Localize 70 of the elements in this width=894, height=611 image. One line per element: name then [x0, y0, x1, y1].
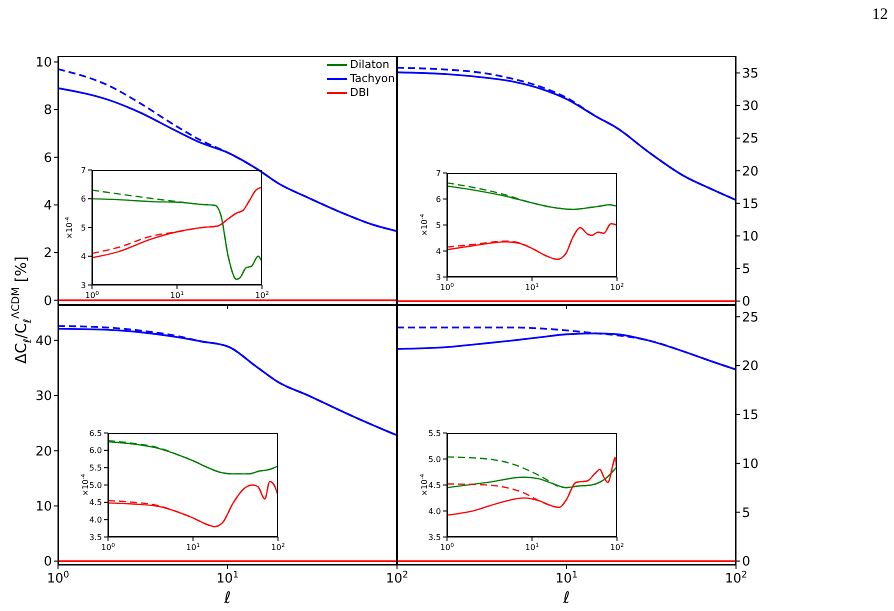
y-tick-label: 8 — [44, 103, 52, 118]
y-tick-label: 4 — [80, 252, 86, 262]
text: 12 — [871, 6, 889, 24]
x-tick-label: 10$^{0}$ — [85, 290, 100, 300]
y-tick-label: 4.0 — [89, 515, 102, 524]
y-tick-label: 7 — [436, 168, 441, 178]
y-tick-label: 6 — [436, 194, 441, 204]
x-tick-label: 10$^{0}$ — [440, 542, 454, 552]
y-tick-label: 7 — [80, 166, 86, 175]
y-tick-label: 10 — [35, 499, 52, 514]
y-tick-label: 5 — [80, 223, 86, 232]
y2-tick-label: 35 — [742, 66, 759, 82]
y-tick-label: 4 — [44, 198, 52, 214]
y-tick-label: 40 — [35, 334, 52, 349]
y2-tick-label: 10 — [742, 456, 759, 472]
y-tick-label: 0 — [44, 294, 52, 309]
y2-tick-label: 25 — [742, 310, 759, 326]
x-tick-label: 10$^{2}$ — [610, 542, 624, 552]
y-tick-label: 4.5 — [89, 498, 102, 508]
y-tick-label: 20 — [35, 444, 52, 460]
x-tick-label: 10$^{1}$ — [555, 570, 578, 587]
x-tick-label: 10$^{2}$ — [610, 282, 624, 292]
x-tick-label: 10$^{0}$ — [101, 542, 116, 552]
y-tick-label: 10 — [35, 56, 52, 71]
y-tick-label: 0 — [44, 554, 52, 570]
x-tick-label: 10$^{1}$ — [170, 290, 184, 300]
y2-tick-label: 0 — [742, 554, 750, 570]
x-tick-label: 10$^{1}$ — [525, 542, 540, 552]
y2-tick-label: 20 — [742, 164, 759, 180]
x-tick-label: 10$^{1}$ — [525, 282, 540, 292]
legend-label: DBI — [350, 86, 370, 100]
y-tick-label: 5.5 — [428, 428, 441, 438]
x-tick-label: 10$^{2}$ — [386, 570, 408, 587]
y2-tick-label: 30 — [742, 99, 759, 114]
x-axis-title: ℓ — [562, 588, 570, 607]
y-tick-label: 4.0 — [428, 506, 441, 516]
y2-tick-label: 10 — [742, 229, 759, 244]
y-tick-label: 5.0 — [89, 480, 102, 490]
y2-tick-label: 25 — [742, 132, 759, 147]
x-tick-label: 10$^{2}$ — [724, 570, 748, 587]
y2-tick-label: 0 — [742, 294, 750, 310]
x-tick-label: 10$^{1}$ — [186, 542, 200, 552]
x-tick-label: 10$^{0}$ — [440, 282, 454, 292]
y2-tick-label: 15 — [742, 408, 759, 424]
legend-label: Tachyon — [350, 72, 395, 86]
y-tick-label: 3.5 — [428, 532, 441, 542]
y-tick-label: 3.5 — [89, 532, 102, 542]
y2-tick-label: 20 — [742, 359, 759, 374]
y-tick-label: 5.0 — [428, 454, 441, 464]
y-tick-label: 3 — [436, 272, 441, 282]
y2-tick-label: 5 — [742, 506, 750, 521]
x-tick-label: 10$^{1}$ — [216, 570, 239, 587]
y-tick-label: 4 — [436, 246, 441, 256]
y-tick-label: 6.5 — [89, 428, 102, 438]
y2-tick-label: 5 — [742, 262, 750, 278]
y-tick-label: 6 — [80, 194, 86, 204]
x-tick-label: 10$^{0}$ — [46, 570, 70, 587]
x-tick-label: 10$^{2}$ — [255, 290, 269, 300]
y-tick-label: 2 — [44, 246, 52, 262]
x-axis-title: ℓ — [223, 588, 231, 607]
y-tick-label: 4.5 — [428, 480, 441, 490]
y-tick-label: 5 — [436, 220, 441, 230]
y-tick-label: 3 — [80, 280, 86, 290]
y-tick-label: 30 — [35, 389, 52, 404]
x-tick-label: 10$^{2}$ — [271, 542, 285, 552]
y-tick-label: 5.5 — [89, 463, 102, 472]
legend-label: Dilaton — [350, 58, 390, 72]
y2-tick-label: 15 — [742, 196, 759, 212]
y-tick-label: 6 — [44, 150, 52, 166]
y-tick-label: 6.0 — [89, 446, 102, 456]
